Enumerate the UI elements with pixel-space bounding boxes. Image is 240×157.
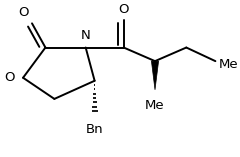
Text: N: N [81,29,90,42]
Text: Me: Me [219,58,238,71]
Text: O: O [5,71,15,84]
Polygon shape [151,61,159,90]
Text: O: O [18,6,28,19]
Text: Me: Me [145,99,165,112]
Text: O: O [119,3,129,16]
Text: Bn: Bn [86,123,103,136]
